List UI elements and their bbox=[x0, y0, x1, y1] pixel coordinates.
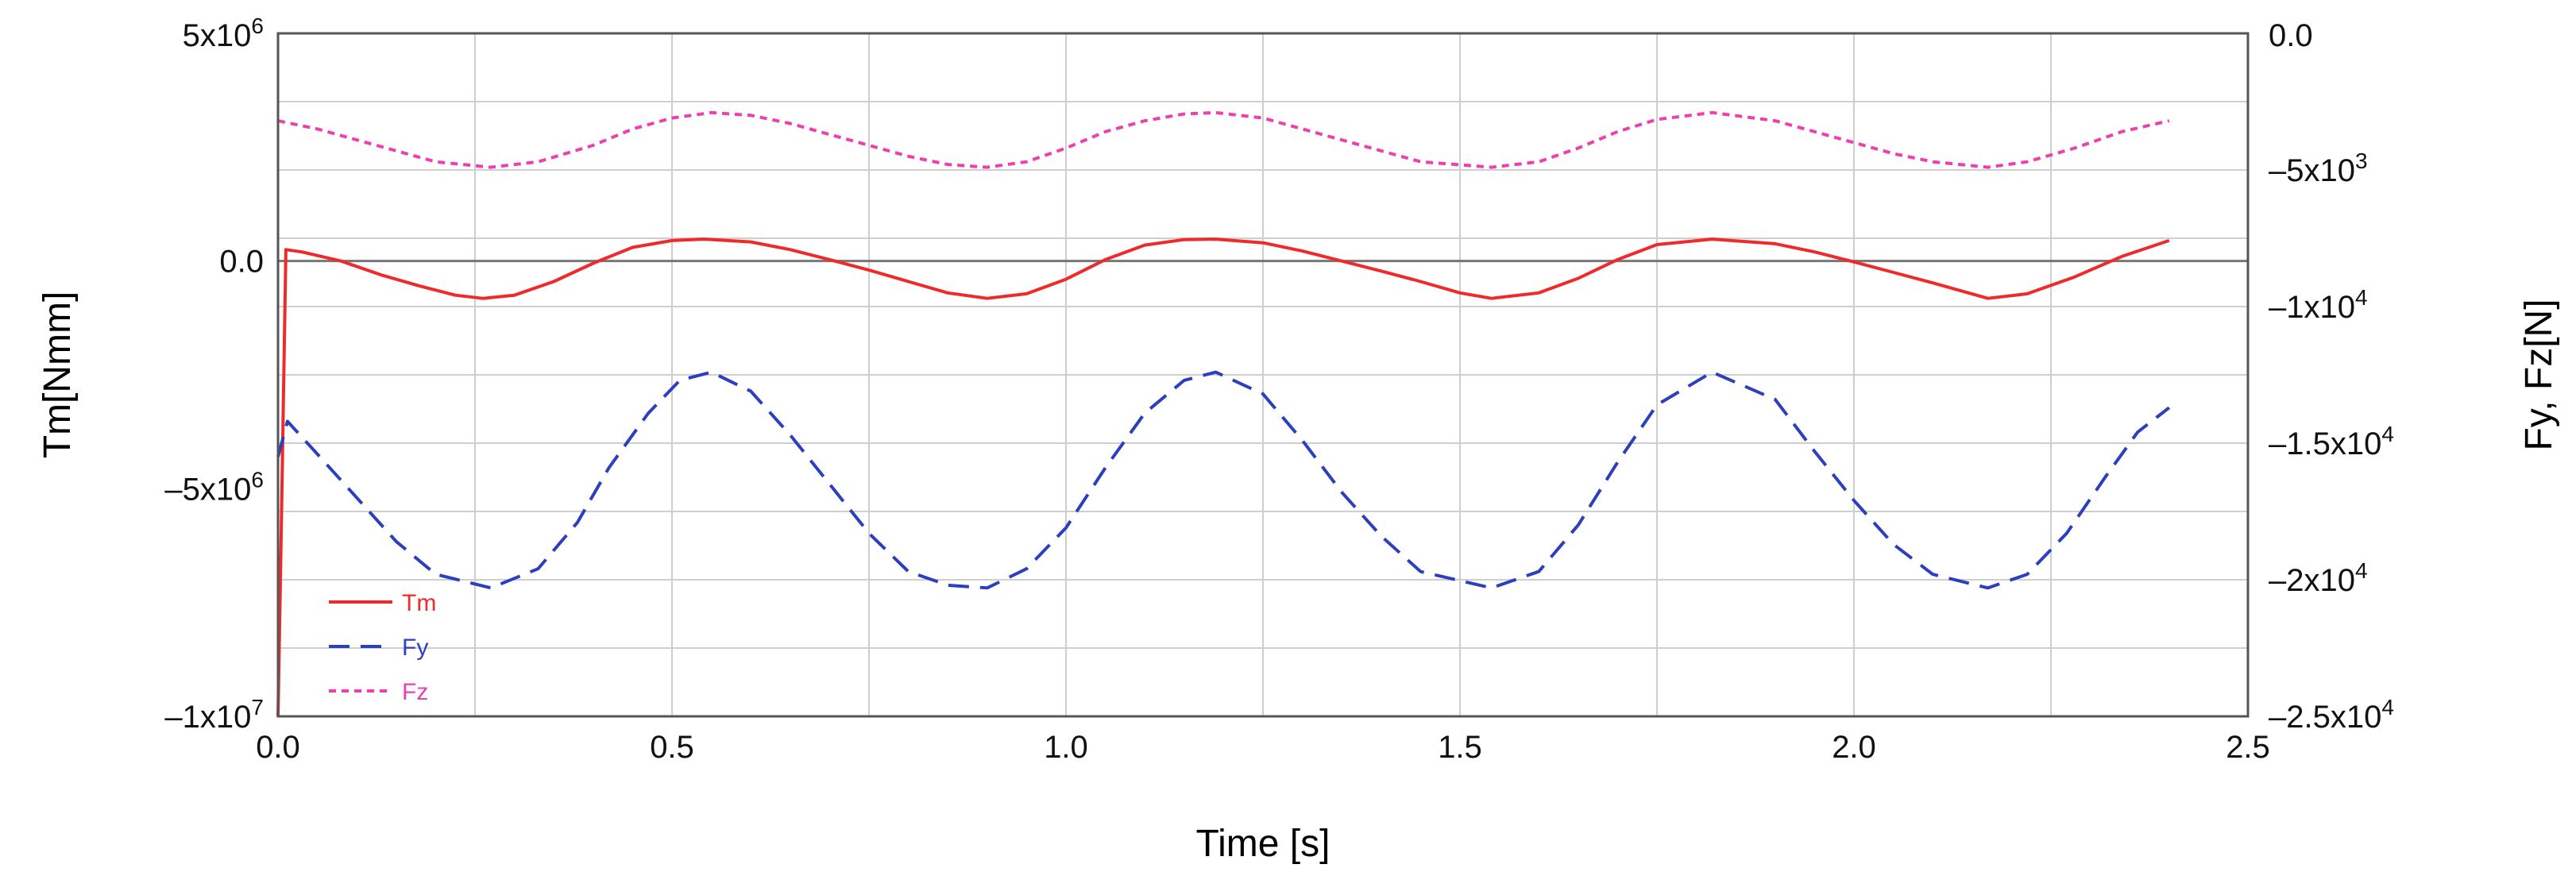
legend-label-tm: Tm bbox=[402, 590, 436, 616]
x-tick-label: 0.0 bbox=[256, 730, 300, 765]
series-line-tm bbox=[276, 237, 2170, 717]
y-right-tick-label: 0.0 bbox=[2269, 18, 2313, 53]
tick-minus-sign: – bbox=[164, 472, 183, 507]
y-axis-left-title: Tm[Nmm] bbox=[37, 291, 79, 459]
y-left-tick-label: –1x107 bbox=[164, 695, 264, 735]
plot-series bbox=[276, 110, 2171, 717]
tick-mantissa: 1x10 bbox=[2286, 290, 2355, 325]
y-right-tick-label: –5x103 bbox=[2269, 149, 2368, 188]
tick-mantissa: 5x10 bbox=[183, 472, 252, 507]
y-left-tick-label: 5x106 bbox=[183, 14, 264, 53]
tick-labels: 0.0 0.5 1.0 1.5 2.0 2.55x1060.0–5x106–1x1070.… bbox=[164, 14, 2394, 765]
series-line-fy bbox=[276, 370, 2171, 590]
x-tick-label: 2.5 bbox=[2226, 730, 2270, 765]
tick-mantissa: 0.0 bbox=[219, 245, 264, 280]
legend-label-fz: Fz bbox=[402, 679, 428, 705]
tick-exponent: 3 bbox=[2355, 149, 2368, 173]
tick-mantissa: 2x10 bbox=[2286, 563, 2355, 598]
x-tick-label: 0.5 bbox=[650, 730, 694, 765]
y-right-tick-label: –1x104 bbox=[2269, 285, 2368, 325]
tick-minus-sign: – bbox=[2269, 290, 2287, 325]
tick-exponent: 4 bbox=[2355, 285, 2368, 310]
tick-exponent: 6 bbox=[251, 14, 264, 38]
tick-mantissa: 5x10 bbox=[2286, 153, 2355, 188]
tick-minus-sign: – bbox=[164, 700, 183, 735]
x-tick-label: 2.0 bbox=[1832, 730, 1876, 765]
y-left-tick-label: –5x106 bbox=[164, 467, 264, 507]
x-tick-label: 1.5 bbox=[1438, 730, 1482, 765]
tick-exponent: 4 bbox=[2381, 695, 2394, 720]
y-axis-right-title: Fy, Fz[N] bbox=[2518, 299, 2560, 450]
y-left-tick-label: 0.0 bbox=[219, 245, 264, 280]
tick-mantissa: 1.5x10 bbox=[2286, 426, 2381, 461]
y-right-tick-label: –2.5x104 bbox=[2269, 695, 2394, 735]
x-tick-label: 1.0 bbox=[1044, 730, 1088, 765]
tick-mantissa: 1x10 bbox=[183, 700, 252, 735]
y-right-tick-label: –1.5x104 bbox=[2269, 422, 2394, 461]
tick-minus-sign: – bbox=[2269, 153, 2287, 188]
tick-minus-sign: – bbox=[2269, 563, 2287, 598]
tick-minus-sign: – bbox=[2269, 700, 2287, 735]
tick-exponent: 6 bbox=[251, 467, 264, 492]
tick-exponent: 4 bbox=[2381, 422, 2394, 446]
series-line-fz bbox=[277, 110, 2170, 169]
tick-minus-sign: – bbox=[2269, 426, 2287, 461]
tick-mantissa: 2.5x10 bbox=[2286, 700, 2381, 735]
legend: Tm Fy Fz bbox=[329, 590, 436, 705]
tick-mantissa: 5x10 bbox=[183, 18, 252, 53]
y-right-tick-label: –2x104 bbox=[2269, 558, 2368, 598]
grid bbox=[278, 33, 2248, 716]
tick-exponent: 4 bbox=[2355, 558, 2368, 583]
legend-label-fy: Fy bbox=[402, 635, 428, 661]
plot-frame bbox=[276, 32, 2250, 718]
tick-mantissa: 0.0 bbox=[2269, 18, 2313, 53]
x-axis-title: Time [s] bbox=[1196, 823, 1330, 865]
tick-exponent: 7 bbox=[251, 695, 264, 720]
